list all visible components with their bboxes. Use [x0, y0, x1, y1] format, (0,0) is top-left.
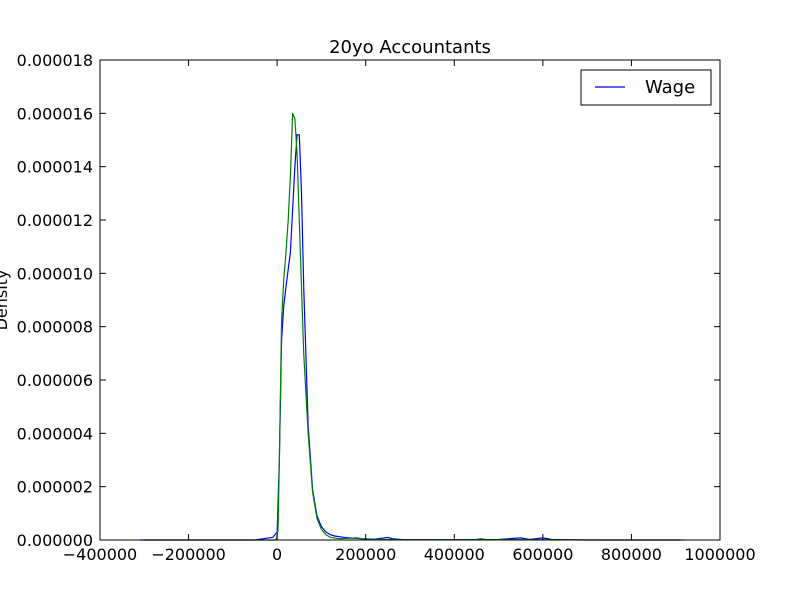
x-axis: −400000 −200000 0 200000 400000 600000 800000 1…: [63, 60, 756, 564]
x-tick-label: 1000000: [684, 545, 755, 564]
x-tick-label: 800000: [601, 545, 662, 564]
x-tick-label: −200000: [151, 545, 225, 564]
x-tick-label: 400000: [424, 545, 485, 564]
y-tick-label: 0.000012: [17, 211, 93, 230]
y-tick-label: 0.000016: [17, 104, 93, 123]
plot-area: [99, 59, 721, 541]
y-tick-label: 0.000014: [17, 158, 93, 177]
x-tick-label: 200000: [335, 545, 396, 564]
y-tick-label: 0.000000: [17, 531, 93, 550]
x-tick-label: 0: [272, 545, 282, 564]
x-tick-label: 600000: [512, 545, 573, 564]
y-tick-label: 0.000004: [17, 424, 93, 443]
series-line-series-2: [144, 112, 685, 541]
y-axis-label: Density: [0, 270, 11, 331]
y-tick-label: 0.000006: [17, 371, 93, 390]
y-tick-label: 0.000008: [17, 318, 93, 337]
legend-label-wage: Wage: [645, 77, 695, 98]
x-tick-label: −400000: [63, 545, 137, 564]
y-tick-label: 0.000010: [17, 264, 93, 283]
series-line-wage: [139, 134, 681, 541]
y-tick-label: 0.000002: [17, 478, 93, 497]
y-tick-label: 0.000018: [17, 51, 93, 70]
plot-frame: [99, 59, 721, 541]
y-axis: 0.000000 0.000002 0.000004 0.000006 0.000008…: [17, 51, 720, 550]
chart-title: 20yo Accountants: [329, 37, 491, 58]
legend: Wage: [580, 69, 712, 106]
